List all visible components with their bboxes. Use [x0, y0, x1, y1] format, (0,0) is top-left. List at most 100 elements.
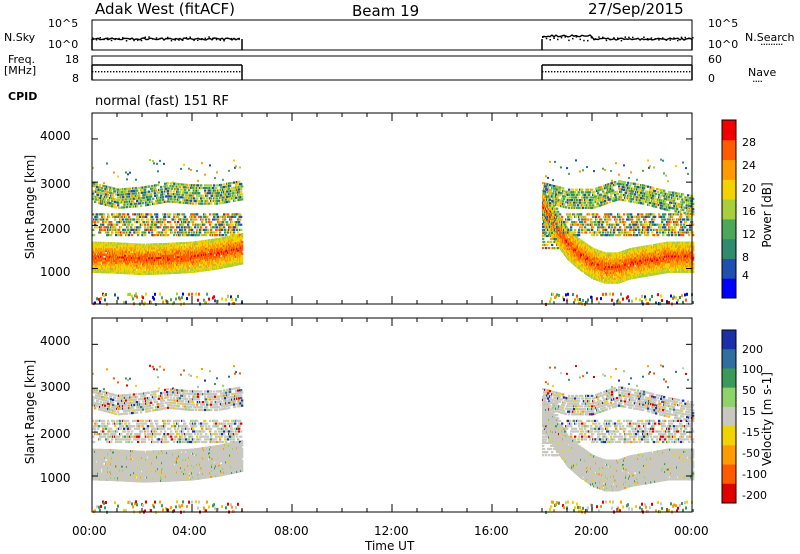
- power-cell: [138, 186, 141, 189]
- power-cell: [139, 226, 142, 229]
- power-cell: [153, 234, 156, 237]
- power-cell: [558, 293, 560, 297]
- power-cell: [568, 201, 571, 204]
- power-cell: [577, 223, 580, 226]
- vel-cbar-tick-m100: -100: [742, 468, 767, 481]
- power-cell: [127, 266, 130, 269]
- power-cell: [175, 297, 177, 301]
- power-cell: [114, 293, 116, 297]
- power-cell: [144, 191, 147, 194]
- noise-tick-bottom: 10^0: [48, 38, 79, 51]
- power-cell: [575, 221, 578, 224]
- power-cell: [108, 259, 111, 262]
- power-cell: [546, 234, 549, 238]
- power-cell: [96, 183, 99, 186]
- power-cell: [561, 215, 564, 218]
- power-cell: [106, 188, 109, 191]
- power-cell: [110, 202, 113, 205]
- power-cell: [582, 270, 585, 273]
- power-cell: [156, 266, 159, 269]
- power-cell: [190, 268, 193, 272]
- power-cell: [162, 268, 165, 271]
- power-cell: [233, 197, 236, 200]
- power-cell: [115, 254, 118, 257]
- power-cell: [120, 242, 123, 245]
- power-cell: [158, 250, 161, 254]
- power-cell: [135, 257, 138, 260]
- power-cell: [126, 200, 129, 203]
- power-cell: [201, 162, 203, 165]
- power-cell: [94, 221, 97, 224]
- power-cell: [226, 190, 229, 193]
- power-cell: [205, 234, 208, 237]
- power-cell: [194, 215, 197, 218]
- power-cell: [128, 223, 131, 226]
- power-cell: [107, 186, 110, 189]
- power-cell: [220, 194, 223, 197]
- power-cell: [93, 241, 96, 244]
- power-cell: [238, 239, 241, 242]
- power-cell: [181, 218, 184, 221]
- power-cell: [218, 199, 221, 202]
- power-cell: [213, 192, 216, 195]
- power-cell: [195, 292, 197, 296]
- power-cell: [542, 247, 545, 250]
- power-cell: [222, 196, 225, 199]
- power-cell: [221, 223, 224, 226]
- power-cell: [171, 187, 174, 190]
- power-cell: [204, 202, 207, 205]
- power-cell: [218, 255, 221, 258]
- power-cell: [151, 215, 154, 218]
- power-cell: [150, 226, 153, 229]
- power-cell: [559, 186, 562, 189]
- power-cell: [178, 250, 181, 253]
- power-cell: [575, 215, 578, 218]
- power-cell: [581, 228, 584, 231]
- power-cell: [568, 218, 571, 221]
- power-cell: [114, 226, 117, 229]
- vel-cbar-tick-m15: -15: [742, 426, 760, 439]
- power-cell: [564, 195, 567, 198]
- power-cell: [577, 204, 580, 207]
- power-cell: [171, 252, 174, 255]
- power-cell: [227, 198, 230, 201]
- power-cell: [95, 198, 98, 201]
- power-cell: [142, 231, 145, 234]
- power-cell: [100, 194, 103, 197]
- power-cell: [238, 188, 241, 191]
- power-cell: [129, 187, 132, 190]
- power-cell: [113, 213, 116, 216]
- power-cell: [569, 213, 572, 216]
- power-cell: [102, 271, 105, 274]
- power-cell: [550, 189, 553, 192]
- power-cell: [226, 228, 229, 231]
- power-cell: [190, 168, 192, 171]
- power-cell: [157, 196, 160, 199]
- power-cell: [96, 185, 99, 188]
- power-cell: [570, 215, 573, 218]
- power-cell: [135, 231, 138, 234]
- power-cell: [157, 199, 160, 202]
- power-cell: [562, 200, 565, 203]
- power-cell: [135, 292, 137, 296]
- power-cell: [121, 206, 124, 209]
- power-cell: [147, 218, 150, 221]
- power-cell: [154, 213, 157, 216]
- power-cell: [210, 197, 213, 200]
- power-cell: [567, 292, 569, 296]
- power-cell: [125, 244, 128, 247]
- power-cell: [200, 186, 203, 190]
- power-cell: [230, 218, 233, 221]
- power-cell: [174, 221, 177, 224]
- power-cell: [125, 300, 127, 304]
- power-cell: [151, 259, 154, 262]
- power-cell: [549, 300, 551, 304]
- power-cell: [136, 266, 139, 269]
- power-cell: [165, 228, 168, 231]
- power-cell: [565, 206, 568, 209]
- power-cell: [552, 213, 555, 216]
- noise-right-tick-top: 10^5: [708, 17, 739, 30]
- power-cell: [214, 299, 216, 303]
- power-cell: [559, 213, 562, 216]
